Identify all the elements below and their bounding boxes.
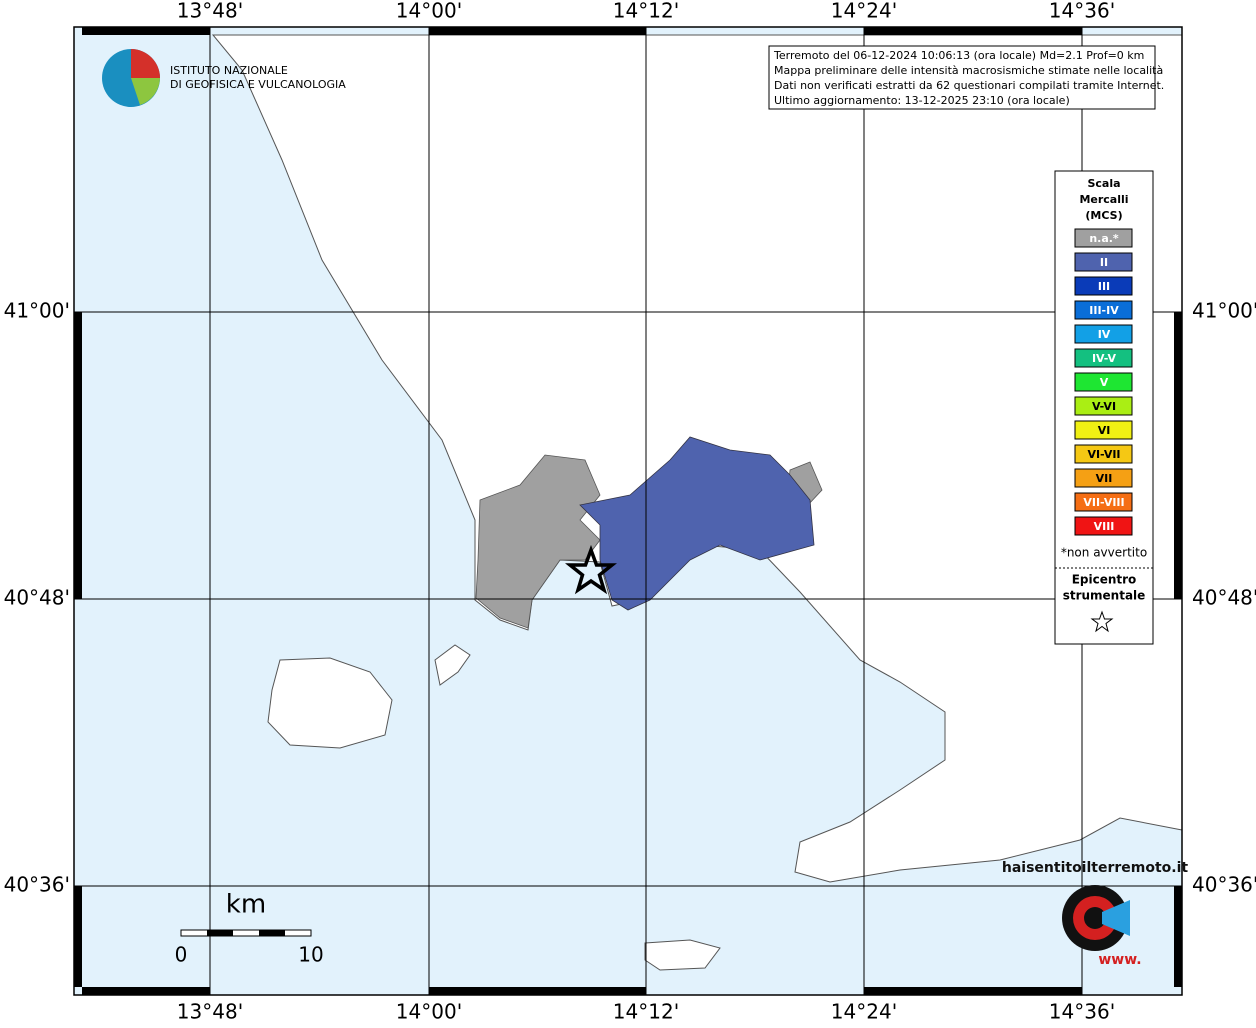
- info-line: Mappa preliminare delle intensità macros…: [774, 64, 1163, 77]
- info-line: Dati non verificati estratti da 62 quest…: [774, 79, 1164, 92]
- lon-label: 14°12': [613, 0, 679, 23]
- capri: [644, 939, 721, 971]
- badge-speaker: [1102, 900, 1130, 936]
- legend-swatch: [1074, 420, 1133, 440]
- scale-start: 0: [175, 943, 188, 967]
- lon-label: 14°24': [831, 1000, 897, 1024]
- legend-star: [1090, 610, 1114, 633]
- logo-segment: [131, 78, 160, 105]
- legend-label: IV: [1098, 328, 1111, 341]
- legend-title: Mercalli: [1079, 193, 1128, 206]
- lon-label: 13°48': [177, 0, 243, 23]
- lon-label: 14°00': [396, 1000, 462, 1024]
- scale-bar-body: [180, 929, 312, 937]
- lat-label: 40°36': [4, 873, 70, 897]
- scale-bar: km 0 10: [175, 890, 324, 967]
- legend-swatch: [1074, 228, 1133, 248]
- frame-bar: [82, 987, 210, 995]
- legend-label: IV-V: [1092, 352, 1117, 365]
- legend-swatch: [1074, 444, 1133, 464]
- frame-bar: [1174, 312, 1182, 599]
- legend-label: VII: [1096, 472, 1113, 485]
- lon-label: 14°36': [1049, 1000, 1115, 1024]
- legend-label: n.a.*: [1089, 232, 1119, 245]
- legend-swatch: [1074, 492, 1133, 512]
- legend-swatch: [1074, 348, 1133, 368]
- logo-text: DI GEOFISICA E VULCANOLOGIA: [170, 78, 346, 91]
- epicentre-star: [565, 544, 617, 595]
- info-line: Ultimo aggiornamento: 13-12-2025 23:10 (…: [774, 94, 1070, 107]
- legend-footnote: *non avvertito: [1061, 546, 1147, 560]
- ingv-logo: ISTITUTO NAZIONALE DI GEOFISICA E VULCAN…: [102, 49, 346, 107]
- legend-label: VI-VII: [1087, 448, 1120, 461]
- scale-unit: km: [226, 890, 266, 920]
- info-line: Terremoto del 06-12-2024 10:06:13 (ora l…: [773, 49, 1144, 62]
- scale-bar-seg: [207, 930, 233, 936]
- frame-bar: [864, 27, 1082, 35]
- lat-label: 40°36': [1192, 873, 1256, 897]
- logo-segment: [131, 49, 160, 78]
- badge-site: haisentitoilterremoto.it: [1002, 860, 1189, 876]
- lon-label: 14°24': [831, 0, 897, 23]
- scale-bar-seg: [259, 930, 285, 936]
- badge-ring: [1084, 907, 1106, 929]
- grey-area: [475, 454, 601, 629]
- legend-label: III-IV: [1089, 304, 1119, 317]
- legend-title: Scala: [1087, 177, 1120, 190]
- lat-label: 40°48': [1192, 586, 1256, 610]
- legend-swatch: [1074, 276, 1133, 296]
- frame-bar: [74, 886, 82, 987]
- scale-end: 10: [298, 943, 323, 967]
- badge-www: www.: [1098, 952, 1141, 968]
- lon-label: 14°36': [1049, 0, 1115, 23]
- legend-epicentre: Epicentro: [1072, 573, 1137, 587]
- logo-text: ISTITUTO NAZIONALE: [170, 64, 288, 77]
- lat-label: 40°48': [4, 586, 70, 610]
- legend-label: V-VI: [1092, 400, 1116, 413]
- info-box: [768, 45, 1156, 110]
- blue-area: [579, 436, 815, 611]
- legend-label: VI: [1098, 424, 1111, 437]
- legend-label: II: [1100, 256, 1108, 269]
- frame-bar: [429, 27, 646, 35]
- haisentito-badge: haisentitoilterremoto.it www.: [1002, 860, 1189, 968]
- lat-label: 41°00': [1192, 299, 1256, 323]
- legend-label: V: [1100, 376, 1109, 389]
- frame-bar: [82, 27, 210, 35]
- legend-swatch: [1074, 372, 1133, 392]
- frame-bar: [1174, 886, 1182, 987]
- lat-label: 41°00': [4, 299, 70, 323]
- legend-label: III: [1098, 280, 1110, 293]
- frame-bar: [429, 987, 646, 995]
- legend-swatch: [1074, 468, 1133, 488]
- legend-swatch: [1074, 396, 1133, 416]
- lon-label: 14°00': [396, 0, 462, 23]
- lon-label: 13°48': [177, 1000, 243, 1024]
- ischia: [267, 657, 393, 749]
- legend-swatch: [1074, 300, 1133, 320]
- legend-swatch: [1074, 252, 1133, 272]
- frame-bar: [74, 312, 82, 599]
- lon-label: 14°12': [613, 1000, 679, 1024]
- procida: [434, 644, 471, 686]
- legend-label: VIII: [1094, 520, 1115, 533]
- legend-title: (MCS): [1085, 209, 1122, 222]
- legend-label: VII-VIII: [1083, 496, 1124, 509]
- legend-swatch: [1074, 516, 1133, 536]
- legend-swatch: [1074, 324, 1133, 344]
- legend-epicentre: strumentale: [1063, 589, 1146, 603]
- frame-bar: [864, 987, 1082, 995]
